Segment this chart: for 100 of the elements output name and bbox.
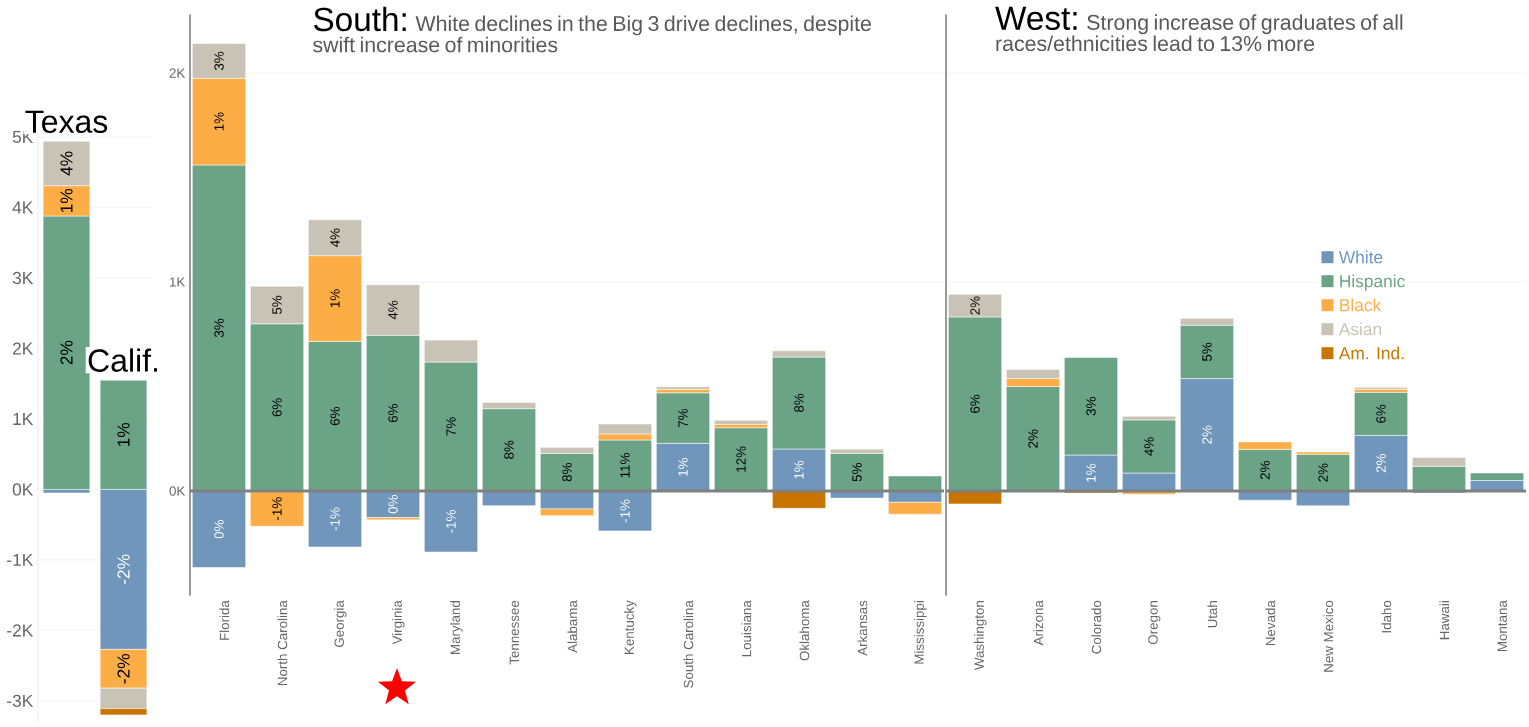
x-tick-label: South Carolina	[683, 600, 694, 688]
bar	[424, 490, 478, 553]
bar	[192, 490, 246, 568]
y-tick-label: 2K	[169, 68, 186, 78]
y-tick-label: 2K	[12, 342, 34, 355]
annotation: -2%	[117, 653, 130, 684]
annotation: 2%	[970, 296, 980, 315]
annotation: 3%	[214, 51, 224, 71]
x-tick-label: North Carolina	[277, 600, 288, 686]
x-tick-label: Alabama	[567, 600, 578, 653]
annotation: 8%	[794, 393, 804, 413]
annotation: 1%	[678, 458, 688, 476]
annotation: -1%	[620, 499, 630, 523]
annotation: 4%	[1144, 437, 1154, 456]
annotation: 2%	[1260, 461, 1270, 480]
x-tick-label: Louisiana	[741, 600, 752, 657]
bar	[714, 427, 768, 492]
annotation: -1%	[330, 507, 340, 531]
annotation: 2%	[1318, 463, 1328, 482]
x-tick-label: Virginia	[392, 600, 405, 645]
bar	[598, 490, 652, 532]
annotation: 4%	[60, 151, 73, 176]
y-tick-label: 1K	[170, 277, 186, 287]
bar	[1296, 490, 1350, 507]
x-tick-label: Nevada	[1265, 600, 1276, 646]
bar	[250, 490, 304, 527]
annotation: 5%	[1202, 342, 1212, 362]
bar	[714, 420, 768, 425]
annotation: 7%	[678, 408, 688, 427]
legend-label: Asian	[1338, 322, 1382, 336]
y-tick-label: 0K	[169, 486, 186, 496]
annotation: 1%	[60, 188, 73, 213]
y-tick-label: -1K	[7, 553, 34, 566]
annotation: 2%	[60, 340, 73, 365]
bar	[888, 475, 942, 492]
bar	[772, 490, 826, 509]
chart-title: South:	[313, 6, 406, 32]
x-tick-label: Idaho	[1381, 600, 1392, 633]
annotation: 7%	[446, 417, 456, 436]
bar	[830, 453, 884, 492]
annotation: -2%	[117, 554, 130, 585]
annotation: -1%	[446, 510, 456, 533]
y-tick-label: 1K	[13, 412, 34, 425]
annotation: 1%	[117, 422, 130, 447]
x-tick-label: Oklahoma	[799, 600, 810, 661]
x-tick-label: Georgia	[334, 600, 347, 647]
annotation: 1%	[1086, 463, 1096, 482]
annotation: -1%	[272, 497, 282, 520]
annotation: 4%	[388, 300, 398, 320]
x-tick-label: Arkansas	[857, 600, 868, 656]
annotation: 5%	[272, 295, 282, 315]
y-tick-label: -3K	[7, 694, 34, 707]
y-tick-label: 0K	[12, 483, 34, 496]
annotation: 3%	[214, 318, 224, 338]
bar	[948, 490, 1002, 505]
annotation: 2%	[1376, 454, 1386, 473]
annotation: 1%	[214, 112, 224, 131]
annotation: 8%	[504, 440, 514, 459]
bar	[308, 490, 362, 548]
bar	[1296, 453, 1350, 492]
x-tick-label: Arizona	[1033, 600, 1044, 646]
annotation: 2%	[1202, 425, 1212, 444]
annotation: 3%	[1086, 397, 1096, 416]
x-tick-label: Texas	[25, 110, 108, 133]
annotation: 5%	[852, 463, 862, 482]
x-tick-label: Utah	[1207, 601, 1218, 628]
annotation: 8%	[562, 463, 572, 482]
y-tick-label: 3K	[12, 271, 34, 285]
x-tick-label: Maryland	[450, 601, 463, 654]
annotation: 0%	[214, 520, 224, 539]
bar	[656, 386, 710, 390]
x-tick-label: Tennessee	[509, 600, 519, 665]
y-tick-label: -2K	[7, 624, 34, 637]
annotation: 6%	[330, 407, 340, 426]
x-tick-label: Washington	[974, 601, 987, 671]
x-tick-label: Calif.	[88, 348, 158, 372]
annotation: 11%	[620, 453, 630, 478]
annotation: 2%	[1028, 429, 1038, 448]
y-tick-label: 4K	[12, 201, 34, 214]
chart-title: West:	[995, 6, 1077, 31]
annotation: 1%	[330, 289, 340, 308]
x-tick-label: Florida	[219, 600, 230, 640]
annotation: 4%	[330, 228, 340, 248]
x-tick-label: Kentucky	[624, 600, 637, 654]
annotation: 6%	[1376, 404, 1386, 423]
annotation: 6%	[970, 394, 980, 413]
x-tick-label: New Mexico	[1323, 600, 1334, 672]
x-tick-label: Hawaii	[1439, 601, 1450, 640]
x-tick-label: Colorado	[1091, 600, 1102, 654]
bar	[598, 439, 652, 492]
legend-label: Hispanic	[1340, 274, 1405, 291]
x-tick-label: Oregon	[1148, 601, 1161, 645]
annotation: 1%	[794, 460, 804, 479]
annotation: 0%	[388, 495, 398, 514]
x-tick-label: Mississippi	[914, 601, 927, 664]
legend-label: Am. Ind.	[1338, 346, 1404, 360]
annotation: 6%	[272, 398, 282, 417]
bar	[482, 490, 536, 506]
x-tick-label: Montana	[1497, 600, 1507, 651]
legend-label: White	[1338, 250, 1383, 264]
